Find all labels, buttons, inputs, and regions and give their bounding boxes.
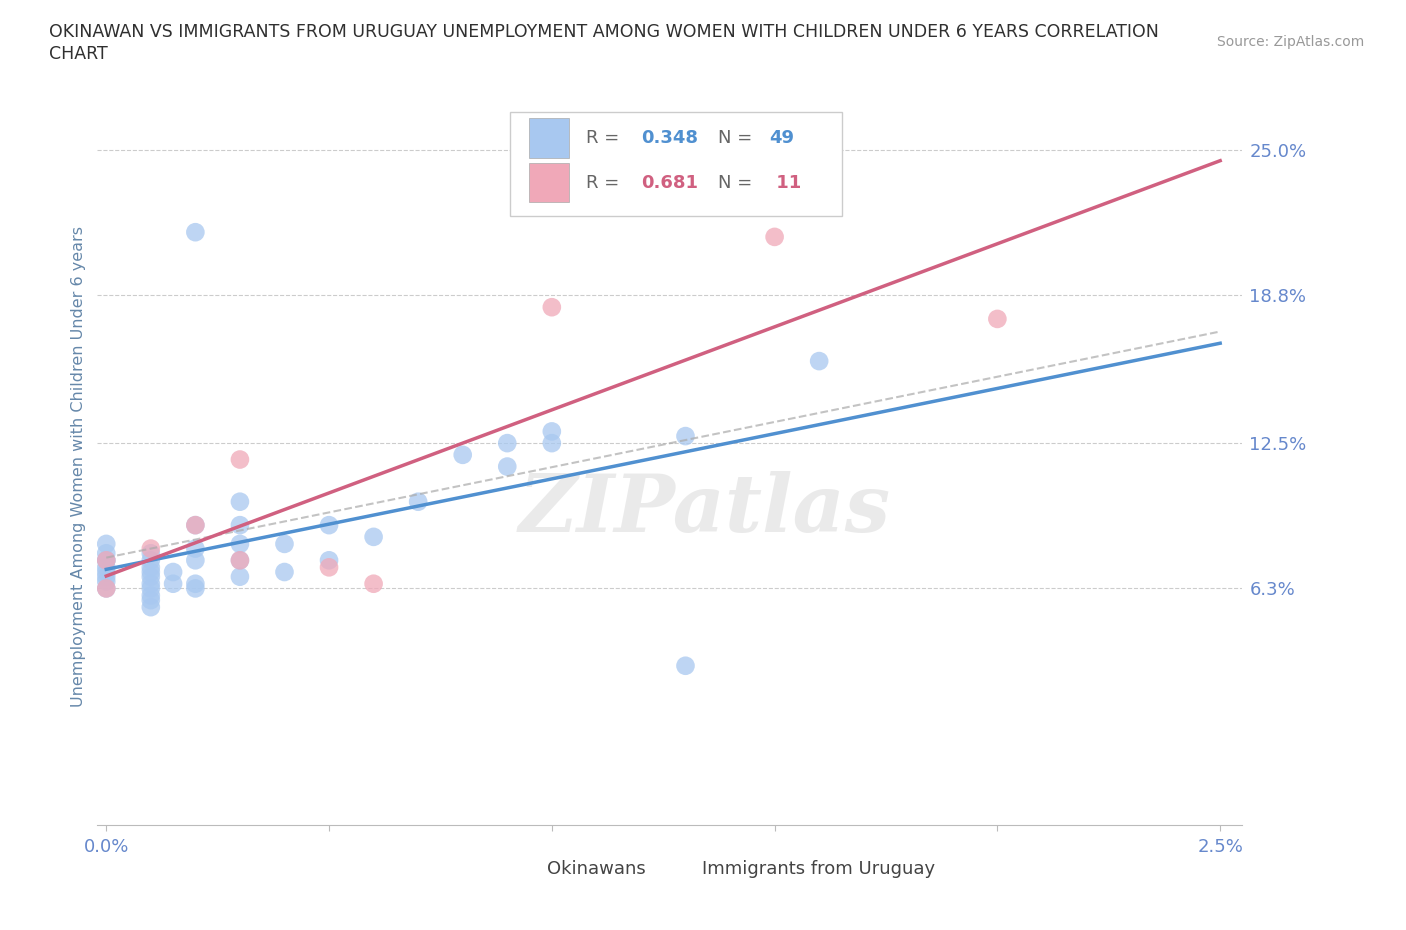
Point	[229, 518, 252, 533]
Point	[162, 577, 184, 591]
Point	[96, 560, 118, 575]
Point	[139, 577, 162, 591]
Point	[96, 581, 118, 596]
Bar	[529, 118, 569, 158]
Point	[139, 552, 162, 567]
Point	[675, 429, 697, 444]
Point	[184, 518, 207, 533]
Text: Source: ZipAtlas.com: Source: ZipAtlas.com	[1216, 35, 1364, 49]
Point	[96, 546, 118, 561]
Point	[139, 565, 162, 579]
Point	[96, 537, 118, 551]
Point	[96, 552, 118, 567]
Point	[363, 529, 385, 544]
Text: N =: N =	[718, 174, 758, 192]
Text: Okinawans: Okinawans	[547, 860, 647, 878]
Point	[318, 552, 340, 567]
Bar	[664, 861, 696, 877]
Point	[96, 552, 118, 567]
Text: 0.348: 0.348	[641, 129, 699, 147]
Point	[96, 552, 118, 567]
Y-axis label: Unemployment Among Women with Children Under 6 years: Unemployment Among Women with Children U…	[72, 226, 86, 707]
Point	[496, 459, 519, 474]
Point	[540, 435, 562, 450]
Point	[96, 569, 118, 584]
Point	[139, 600, 162, 615]
Point	[184, 518, 207, 533]
Text: CHART: CHART	[49, 45, 108, 62]
Point	[184, 577, 207, 591]
Point	[184, 552, 207, 567]
Point	[808, 353, 831, 368]
Point	[184, 225, 207, 240]
Text: R =: R =	[586, 129, 626, 147]
Point	[229, 537, 252, 551]
Text: 11: 11	[769, 174, 801, 192]
Point	[273, 565, 295, 579]
Point	[540, 299, 562, 314]
Bar	[509, 861, 541, 877]
Text: 49: 49	[769, 129, 794, 147]
Text: N =: N =	[718, 129, 758, 147]
Point	[986, 312, 1008, 326]
Point	[139, 546, 162, 561]
Point	[139, 569, 162, 584]
Point	[139, 588, 162, 603]
Point	[96, 581, 118, 596]
Point	[229, 552, 252, 567]
Point	[496, 435, 519, 450]
Point	[96, 574, 118, 589]
Point	[96, 565, 118, 579]
Point	[184, 581, 207, 596]
Point	[229, 494, 252, 509]
Point	[763, 230, 786, 245]
Point	[451, 447, 474, 462]
Point	[273, 537, 295, 551]
FancyBboxPatch shape	[509, 112, 842, 216]
Point	[318, 518, 340, 533]
Text: OKINAWAN VS IMMIGRANTS FROM URUGUAY UNEMPLOYMENT AMONG WOMEN WITH CHILDREN UNDER: OKINAWAN VS IMMIGRANTS FROM URUGUAY UNEM…	[49, 23, 1159, 41]
Point	[406, 494, 429, 509]
Text: ZIPatlas: ZIPatlas	[519, 471, 890, 549]
Point	[540, 424, 562, 439]
Point	[229, 452, 252, 467]
Point	[184, 541, 207, 556]
Text: 0.681: 0.681	[641, 174, 699, 192]
Text: R =: R =	[586, 174, 626, 192]
Point	[139, 592, 162, 607]
Point	[318, 560, 340, 575]
Point	[675, 658, 697, 673]
Point	[139, 581, 162, 596]
Bar	[529, 163, 569, 203]
Point	[162, 565, 184, 579]
Point	[363, 577, 385, 591]
Point	[229, 552, 252, 567]
Point	[139, 541, 162, 556]
Point	[229, 569, 252, 584]
Text: Immigrants from Uruguay: Immigrants from Uruguay	[702, 860, 935, 878]
Point	[139, 560, 162, 575]
